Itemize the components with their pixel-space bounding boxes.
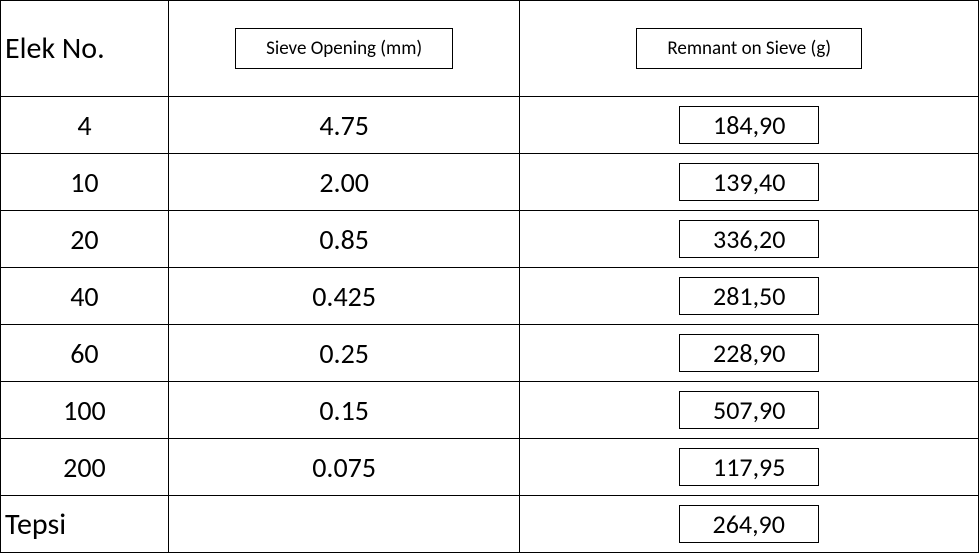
table-row: 200 0.075 117,95: [1, 439, 979, 496]
table-row: 20 0.85 336,20: [1, 211, 979, 268]
cell-opening: 0.425: [168, 268, 520, 325]
cell-sieve-no: 20: [1, 211, 169, 268]
remnant-value-box: 507,90: [679, 391, 819, 429]
header-sieve-opening: Sieve Opening (mm): [168, 1, 520, 97]
header-col3-label: Remnant on Sieve (g): [636, 28, 862, 69]
cell-sieve-no: 200: [1, 439, 169, 496]
cell-remnant: 264,90: [520, 496, 979, 553]
header-col2-label: Sieve Opening (mm): [235, 28, 453, 69]
cell-opening: 2.00: [168, 154, 520, 211]
cell-remnant: 281,50: [520, 268, 979, 325]
cell-opening: 0.075: [168, 439, 520, 496]
cell-remnant: 139,40: [520, 154, 979, 211]
cell-remnant: 117,95: [520, 439, 979, 496]
cell-opening: 0.25: [168, 325, 520, 382]
cell-remnant: 184,90: [520, 97, 979, 154]
table-header-row: Elek No. Sieve Opening (mm) Remnant on S…: [1, 1, 979, 97]
cell-opening: 0.15: [168, 382, 520, 439]
cell-opening: 4.75: [168, 97, 520, 154]
remnant-value-box: 117,95: [679, 448, 819, 486]
cell-sieve-no: 100: [1, 382, 169, 439]
cell-opening: [168, 496, 520, 553]
header-elek-no: Elek No.: [1, 1, 169, 97]
table-row: 4 4.75 184,90: [1, 97, 979, 154]
remnant-value-box: 264,90: [679, 505, 819, 543]
table-row: 60 0.25 228,90: [1, 325, 979, 382]
table-row: 10 2.00 139,40: [1, 154, 979, 211]
sieve-analysis-table-container: Elek No. Sieve Opening (mm) Remnant on S…: [0, 0, 979, 553]
cell-sieve-no: 4: [1, 97, 169, 154]
cell-remnant: 507,90: [520, 382, 979, 439]
cell-remnant: 336,20: [520, 211, 979, 268]
header-col1-label: Elek No.: [5, 30, 105, 67]
cell-remnant: 228,90: [520, 325, 979, 382]
cell-sieve-no: 60: [1, 325, 169, 382]
header-remnant: Remnant on Sieve (g): [520, 1, 979, 97]
cell-sieve-no: 10: [1, 154, 169, 211]
remnant-value-box: 184,90: [679, 106, 819, 144]
table-row: 100 0.15 507,90: [1, 382, 979, 439]
cell-opening: 0.85: [168, 211, 520, 268]
remnant-value-box: 228,90: [679, 334, 819, 372]
table-row: 40 0.425 281,50: [1, 268, 979, 325]
cell-sieve-no: Tepsi: [1, 496, 169, 553]
remnant-value-box: 139,40: [679, 163, 819, 201]
cell-sieve-no: 40: [1, 268, 169, 325]
sieve-analysis-table: Elek No. Sieve Opening (mm) Remnant on S…: [0, 0, 979, 553]
table-row: Tepsi 264,90: [1, 496, 979, 553]
remnant-value-box: 336,20: [679, 220, 819, 258]
remnant-value-box: 281,50: [679, 277, 819, 315]
